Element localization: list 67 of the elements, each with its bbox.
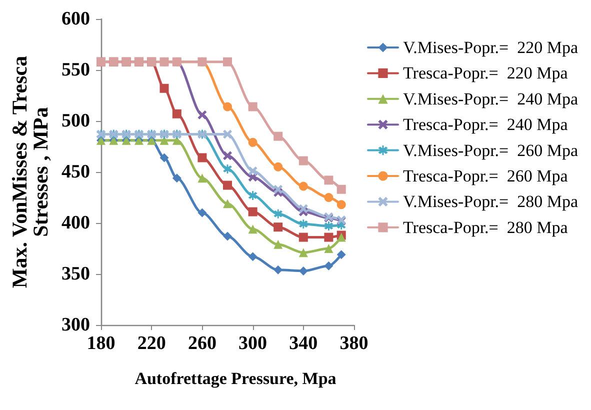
y-tick-label: 300 xyxy=(62,314,90,336)
x-tick-label: 260 xyxy=(188,333,216,354)
x-tick-label: 340 xyxy=(289,333,318,354)
point xyxy=(223,232,232,241)
point xyxy=(198,208,207,218)
legend-label: Tresca-Popr.= 240 Mpa xyxy=(403,115,568,134)
point xyxy=(172,109,182,118)
point xyxy=(298,232,308,242)
legend-label: V.Mises-Popr.= 260 Mpa xyxy=(403,140,578,160)
point xyxy=(324,176,334,185)
point xyxy=(160,84,169,93)
point xyxy=(274,132,283,141)
y-tick-label: 400 xyxy=(62,212,90,234)
point xyxy=(298,156,308,166)
point xyxy=(172,174,182,183)
x-tick-label: 300 xyxy=(238,333,268,354)
point xyxy=(336,250,346,260)
x-tick-label: 180 xyxy=(86,333,116,354)
point xyxy=(198,153,207,162)
y-tick-label: 350 xyxy=(62,264,90,284)
point xyxy=(298,204,308,214)
point xyxy=(324,193,334,202)
point xyxy=(223,199,232,208)
point xyxy=(248,102,258,112)
point xyxy=(223,180,232,190)
point xyxy=(274,240,283,249)
point xyxy=(274,184,283,194)
y-axis-title: Max. VonMisses & Tresca Stresses , MPa xyxy=(8,55,52,288)
point xyxy=(248,207,258,216)
y-tick-label: 500 xyxy=(62,110,90,132)
legend-label: V.Mises-Popr.= 240 Mpa xyxy=(403,89,578,108)
point xyxy=(248,252,258,262)
point xyxy=(248,190,258,200)
point xyxy=(324,244,334,253)
point xyxy=(274,162,283,172)
x-tick-label: 220 xyxy=(137,333,166,354)
point xyxy=(324,261,334,270)
x-axis-title: Autofrettage Pressure, Mpa xyxy=(134,369,337,388)
legend-label: V.Mises-Popr.= 280 Mpa xyxy=(403,192,578,212)
point xyxy=(248,166,258,176)
point xyxy=(324,232,334,242)
point xyxy=(336,184,346,194)
point xyxy=(160,153,169,162)
point xyxy=(223,102,232,112)
legend-label: Tresca-Popr.= 280 Mpa xyxy=(403,218,568,237)
point xyxy=(274,222,283,232)
point xyxy=(223,151,232,160)
point xyxy=(274,265,283,274)
point xyxy=(248,224,258,234)
point xyxy=(298,220,308,229)
point xyxy=(336,200,346,210)
point xyxy=(298,182,308,191)
legend-label: Tresca-Popr.= 220 Mpa xyxy=(403,64,568,83)
y-tick-label: 550 xyxy=(62,60,90,80)
y-tick-label: 600 xyxy=(62,8,90,30)
x-tick-label: 380 xyxy=(340,333,368,354)
point xyxy=(324,222,334,231)
legend-label: Tresca-Popr.= 260 Mpa xyxy=(403,166,568,186)
y-tick-label: 450 xyxy=(62,162,90,182)
point xyxy=(198,174,207,183)
legend-label: V.Mises-Popr.= 220 Mpa xyxy=(403,38,578,57)
point xyxy=(248,138,258,147)
point xyxy=(223,57,232,66)
point xyxy=(198,110,207,120)
point xyxy=(298,248,308,258)
point xyxy=(223,130,232,139)
point xyxy=(274,209,283,218)
